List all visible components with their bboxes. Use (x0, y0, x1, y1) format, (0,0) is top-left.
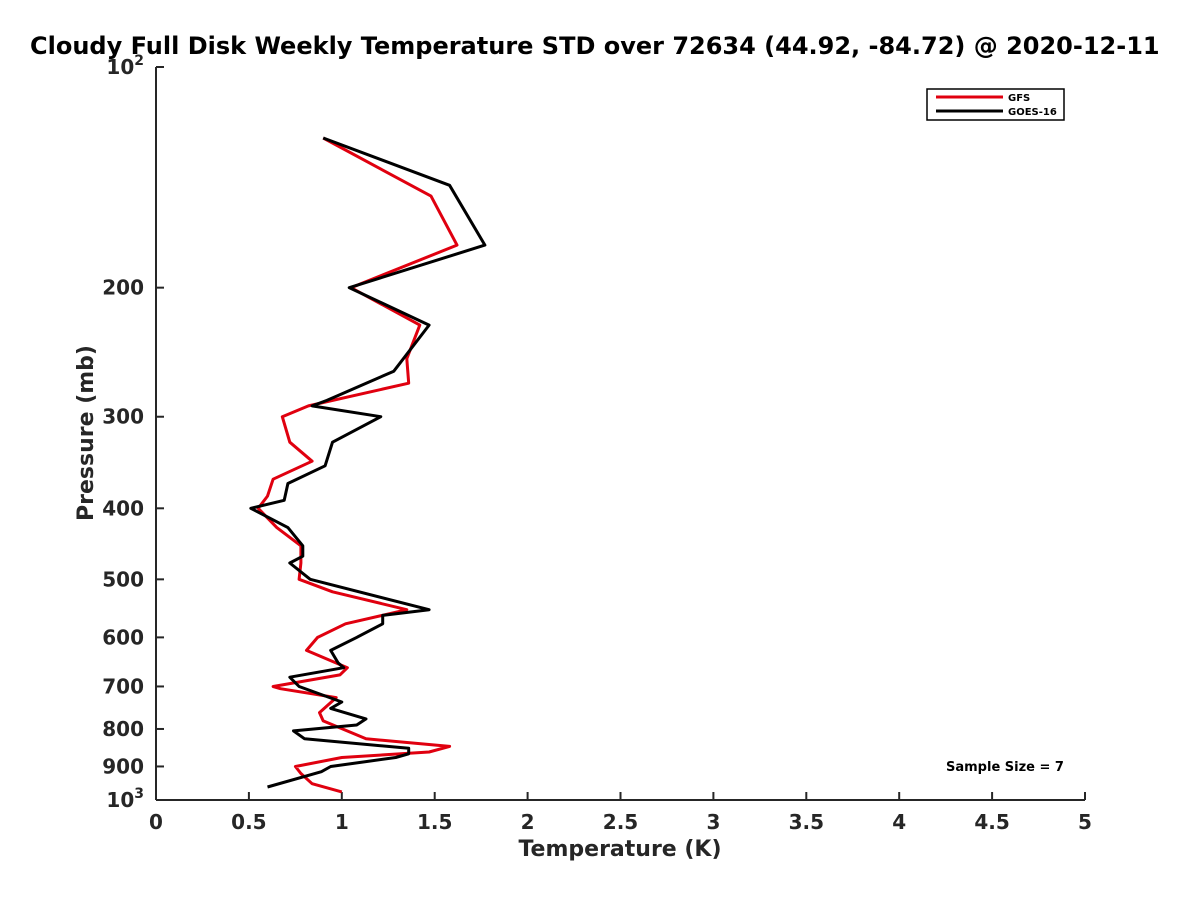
y-tick-label: 700 (102, 674, 144, 698)
x-tick-label: 0.5 (231, 810, 266, 834)
chart-title: Cloudy Full Disk Weekly Temperature STD … (30, 32, 1160, 60)
sample-size-annotation: Sample Size = 7 (946, 760, 1064, 775)
series-line-goes-16 (249, 136, 487, 789)
y-tick-label: 500 (102, 567, 144, 591)
x-tick-label: 2.5 (603, 810, 638, 834)
x-tick-label: 1.5 (417, 810, 452, 834)
y-axis-label: Pressure (mb) (74, 345, 99, 521)
legend-label-gfs: GFS (1008, 93, 1030, 104)
y-tick-label: 200 (102, 276, 144, 300)
y-tick-label: 300 (102, 405, 144, 429)
y-tick-label: 400 (102, 496, 144, 520)
series-line-gfs (256, 136, 459, 794)
x-tick-label: 1 (335, 810, 349, 834)
legend-label-goes16: GOES-16 (1008, 107, 1057, 118)
legend: GFS GOES-16 (926, 88, 1065, 121)
y-tick-label: 103 (106, 786, 144, 812)
legend-box (926, 88, 1065, 121)
x-axis-label: Temperature (K) (518, 837, 721, 862)
x-tick-label: 3.5 (789, 810, 824, 834)
x-tick-label: 4.5 (974, 810, 1009, 834)
y-tick-label: 800 (102, 717, 144, 741)
x-tick-label: 3 (706, 810, 720, 834)
y-tick-label: 900 (102, 754, 144, 778)
x-tick-label: 2 (521, 810, 535, 834)
x-tick-label: 4 (892, 810, 906, 834)
plot-area: 0 0.5 1 1.5 2 2.5 3 3.5 4 4.5 5 102 200 300 400 500 600 7… (102, 53, 1092, 834)
y-tick-label: 102 (106, 53, 144, 79)
y-tick-label: 600 (102, 625, 144, 649)
x-tick-label: 0 (149, 810, 163, 834)
x-tick-label: 5 (1078, 810, 1092, 834)
